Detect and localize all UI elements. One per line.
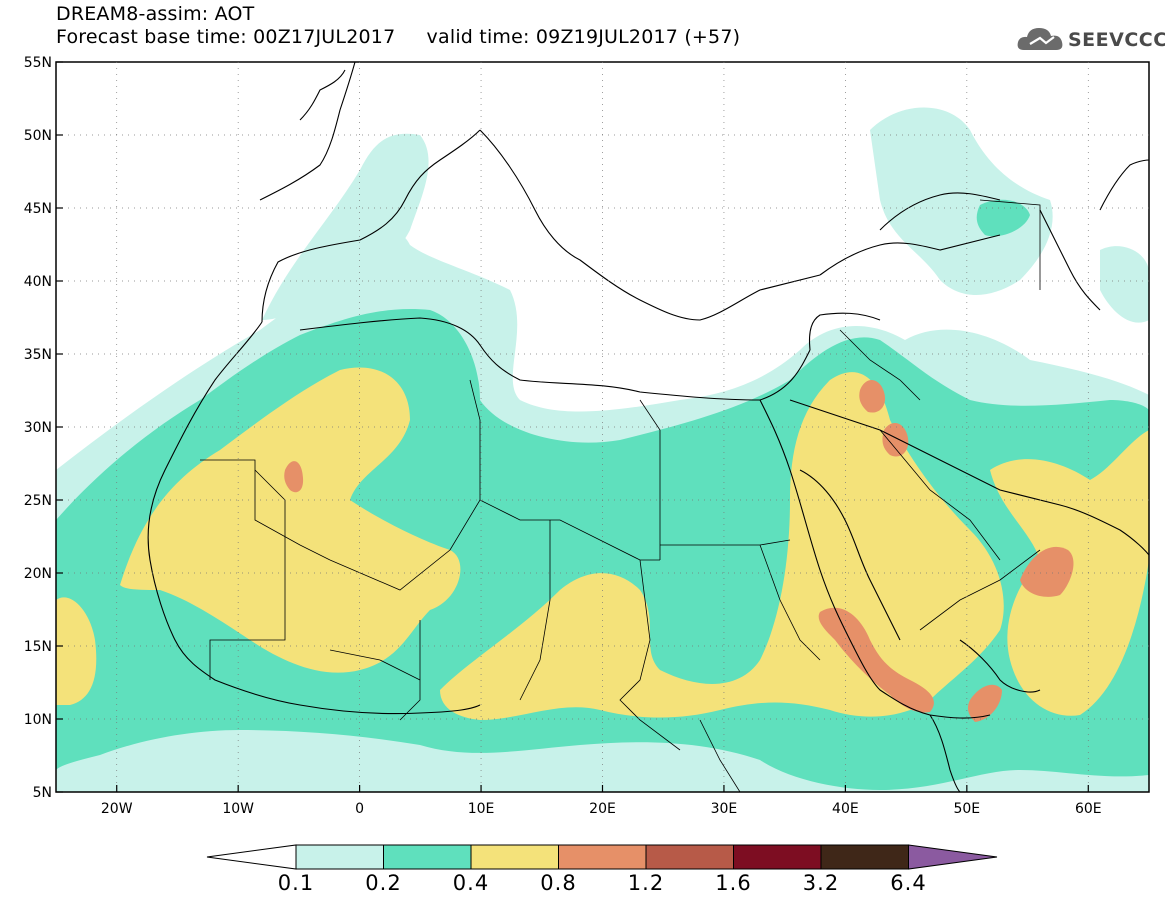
x-tick-label: 40E: [832, 801, 859, 817]
colorbar-bin-0.8: [558, 844, 647, 870]
colorbar-label-1: 0.2: [365, 871, 402, 895]
coastlines: [147, 62, 1149, 792]
logo-text: SEEVCCC: [1068, 29, 1165, 51]
x-tick-label: 30E: [711, 801, 738, 817]
aot-band-0.1-north: [870, 107, 1053, 295]
colorbar-bin-1.6: [733, 844, 822, 870]
colorbar-label-6: 3.2: [802, 871, 840, 895]
colorbar-label-7: 6.4: [890, 871, 927, 895]
longitude-axis: 20W 10W 0 10E 20E 30E 40E 50E 60E: [101, 785, 1102, 817]
map-title: DREAM8-assim: AOT: [56, 3, 255, 25]
x-tick-label: 10W: [222, 801, 254, 817]
aot-band-0.8-oman: [1020, 546, 1074, 597]
aot-band-0.8-iraq: [859, 380, 886, 413]
graticule: [56, 62, 1149, 792]
y-tick-label: 30N: [24, 420, 52, 436]
aot-band-0.1-iberia: [262, 133, 429, 320]
x-tick-label: 60E: [1075, 801, 1102, 817]
colorbar-label-2: 0.4: [452, 871, 490, 895]
y-tick-label: 40N: [24, 274, 52, 290]
x-tick-label: 50E: [953, 801, 980, 817]
aot-band-0.2-caspian: [976, 199, 1030, 237]
forecast-time-line: Forecast base time: 00Z17JUL2017 valid t…: [56, 26, 741, 48]
x-tick-label: 0: [355, 801, 364, 817]
cloud-icon: [1017, 28, 1063, 50]
colorbar-label-0: 0.1: [277, 871, 315, 895]
colorbar-bin-0.2: [383, 844, 472, 870]
y-tick-label: 50N: [24, 128, 52, 144]
x-tick-label: 10E: [468, 801, 495, 817]
aot-band-0.8-algeria: [284, 461, 304, 493]
colorbar-label-3: 0.8: [540, 871, 577, 895]
colorbar-bin-3.2: [820, 844, 909, 870]
aot-band-0.4-westsahara: [120, 367, 461, 673]
y-tick-label: 55N: [24, 55, 52, 71]
colorbar-max-arrow: [908, 844, 998, 870]
y-tick-label: 15N: [24, 639, 52, 655]
colorbar-bin-0.1: [295, 844, 384, 870]
x-tick-label: 20E: [589, 801, 616, 817]
y-tick-label: 25N: [24, 493, 52, 509]
aot-band-0.4-sw: [56, 597, 97, 705]
y-tick-label: 5N: [33, 785, 52, 801]
colorbar-label-4: 1.2: [627, 871, 665, 895]
y-tick-label: 35N: [24, 347, 52, 363]
aot-band-0.8-somalia: [967, 684, 1002, 722]
aot-band-0.1-caspian: [1100, 246, 1149, 323]
aot-band-0.8-saudi: [882, 423, 909, 457]
colorbar-bin-1.2: [645, 844, 734, 870]
x-tick-label: 20W: [101, 801, 133, 817]
colorbar-label-5: 1.6: [715, 871, 752, 895]
y-tick-label: 45N: [24, 201, 52, 217]
y-tick-label: 10N: [24, 712, 52, 728]
latitude-axis: 55N 50N 45N 40N 35N 30N 25N 20N 15N 10N 5N: [24, 55, 63, 801]
colorbar: [206, 844, 998, 870]
y-tick-label: 20N: [24, 566, 52, 582]
colorbar-min-arrow: [206, 844, 297, 870]
aot-field: [56, 107, 1149, 792]
country-borders: [200, 199, 1041, 792]
colorbar-bin-0.4: [470, 844, 559, 870]
seevccc-logo: SEEVCCC: [1016, 22, 1165, 56]
